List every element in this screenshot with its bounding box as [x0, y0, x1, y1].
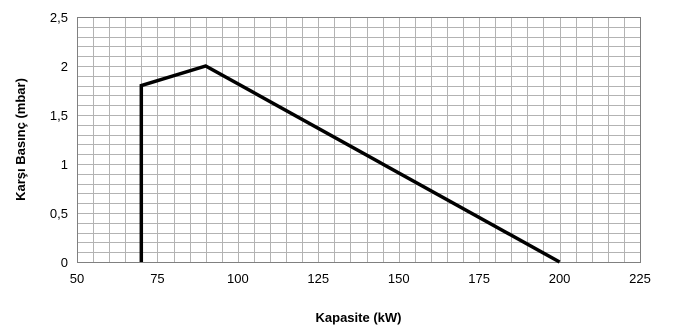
- x-tick-label: 75: [150, 271, 164, 286]
- gridlines: [77, 17, 641, 263]
- y-tick-label: 1,5: [50, 108, 68, 123]
- x-tick-label: 175: [468, 271, 490, 286]
- axis-tick-labels: 50 75 100 125 150 175 200 225 0 0,5 1 1,5 2 2,5: [50, 10, 651, 286]
- y-tick-label: 1: [61, 157, 68, 172]
- series-line: [139, 64, 561, 264]
- y-tick-label: 2: [61, 59, 68, 74]
- plot-area-border: [77, 17, 641, 263]
- x-tick-label: 125: [307, 271, 329, 286]
- y-tick-label: 0: [61, 255, 68, 270]
- x-tick-label: 200: [549, 271, 571, 286]
- y-tick-label: 0,5: [50, 206, 68, 221]
- x-tick-label: 225: [629, 271, 651, 286]
- x-tick-label: 100: [227, 271, 249, 286]
- y-axis-label: Karşı Basınç (mbar): [13, 78, 28, 201]
- series-group: [139, 64, 561, 264]
- x-tick-label: 50: [70, 271, 84, 286]
- x-axis-label: Kapasite (kW): [316, 310, 402, 325]
- y-tick-label: 2,5: [50, 10, 68, 25]
- x-tick-label: 150: [388, 271, 410, 286]
